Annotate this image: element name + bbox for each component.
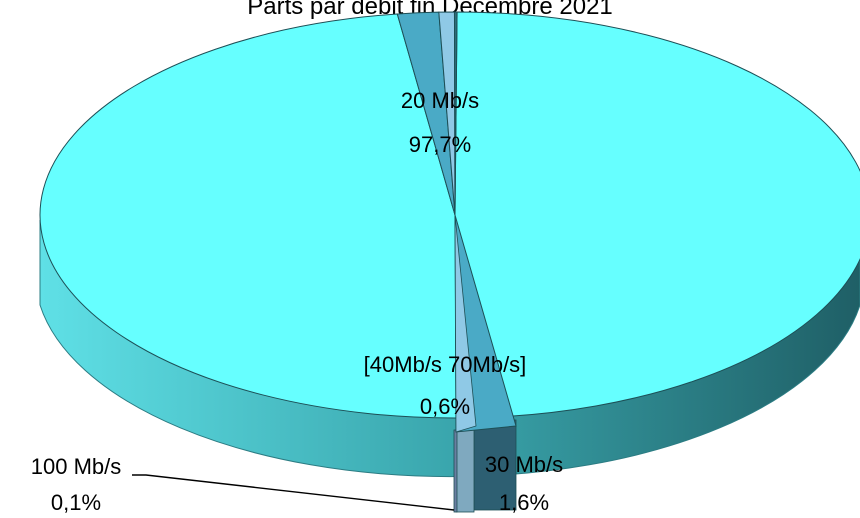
pie-slice-front-face bbox=[473, 419, 517, 511]
slice-label: 20 Mb/s bbox=[401, 88, 479, 113]
pie-slice-100-mb-s bbox=[453, 11, 458, 216]
leader-line bbox=[132, 474, 455, 511]
slice-value-label: 1,6% bbox=[499, 490, 549, 515]
slice-label: 100 Mb/s bbox=[31, 454, 122, 479]
pie-slice-spike-inner bbox=[454, 214, 477, 433]
slice-value-label: 0,6% bbox=[420, 394, 470, 419]
pie-slice-front-face bbox=[453, 429, 458, 513]
slice-value-label: 97,7% bbox=[409, 132, 471, 157]
pie-slice-front-face bbox=[455, 427, 475, 513]
slice-value-label: 0,1% bbox=[51, 490, 101, 515]
slice-label: 30 Mb/s bbox=[485, 452, 563, 477]
slice-label: [40Mb/s 70Mb/s] bbox=[364, 352, 527, 377]
